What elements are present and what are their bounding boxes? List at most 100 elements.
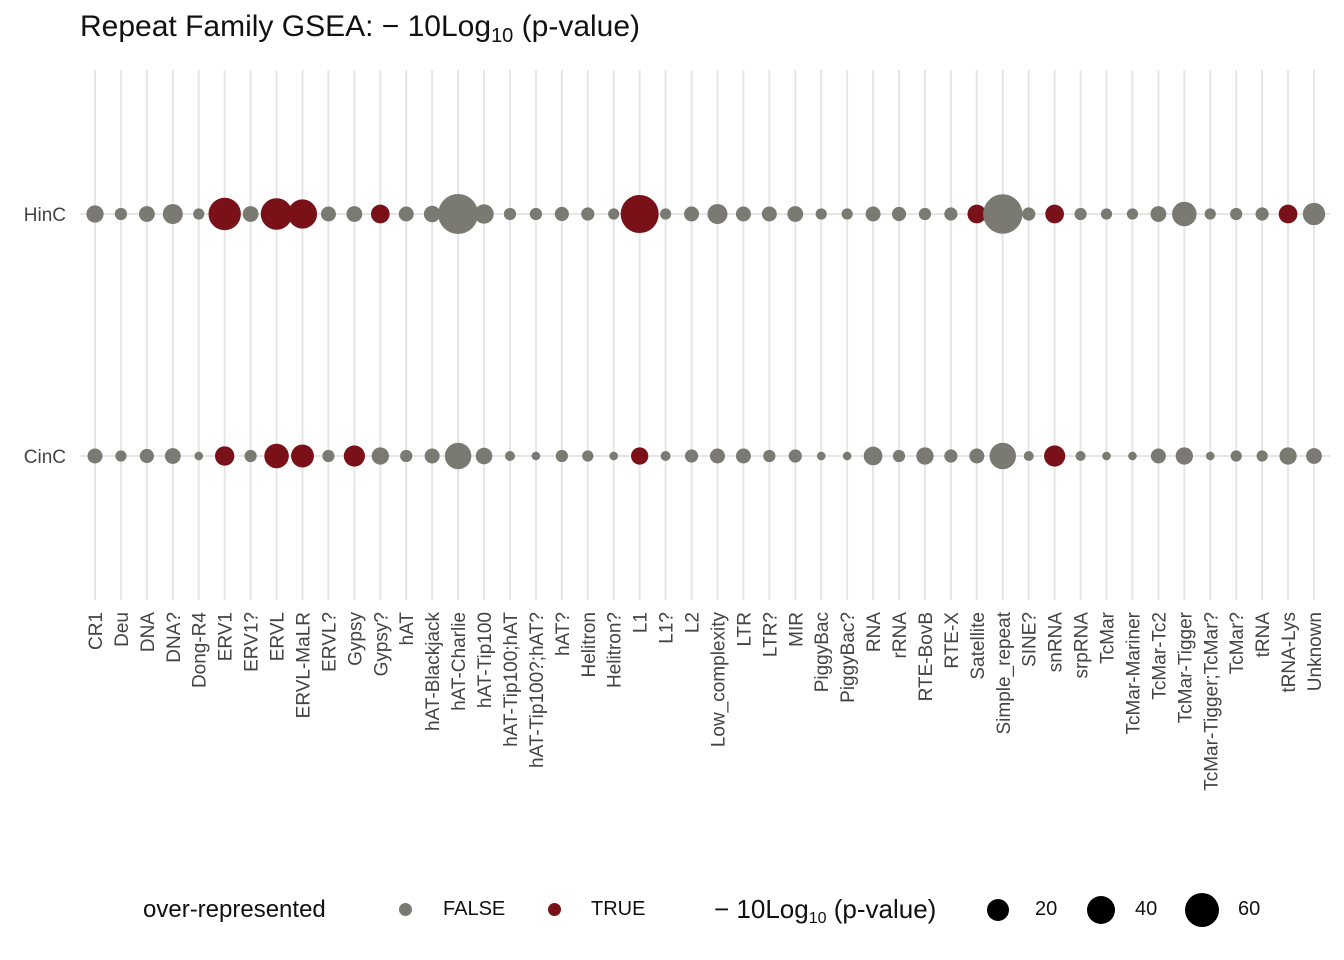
legend-dot-false (399, 903, 412, 916)
x-tick-label: Deu (112, 612, 133, 647)
data-point-cinc (788, 449, 802, 463)
data-point-cinc (531, 451, 541, 461)
data-point-hinc (242, 206, 259, 222)
data-point-cinc (424, 448, 440, 464)
data-point-cinc (164, 448, 181, 464)
x-tick-label: hAT-Tip100?;hAT? (527, 612, 548, 768)
x-tick-label: ERV1 (216, 612, 237, 661)
data-point-hinc (370, 204, 390, 224)
x-tick-label: ERVL? (319, 612, 340, 672)
data-point-hinc (620, 194, 659, 234)
data-point-hinc (891, 206, 907, 222)
data-point-cinc (400, 449, 413, 463)
data-point-cinc (215, 446, 235, 466)
data-point-cinc (582, 450, 594, 462)
x-tick-label: TcMar (1098, 611, 1119, 663)
x-tick-label: Satellite (968, 612, 989, 680)
x-tick-label: L1 (631, 612, 652, 633)
data-point-hinc (1126, 208, 1139, 220)
data-point-hinc (193, 208, 205, 220)
data-point-hinc (735, 206, 751, 222)
data-point-hinc (208, 197, 241, 231)
data-point-cinc (444, 442, 472, 470)
data-point-cinc (139, 448, 154, 464)
data-point-cinc (1256, 450, 1268, 462)
legend-label-true: TRUE (591, 898, 646, 920)
size-legend-label-20: 20 (1035, 898, 1058, 920)
data-point-hinc (1302, 202, 1326, 226)
x-tick-label: Unknown (1305, 612, 1326, 691)
x-tick-label: PiggyBac? (838, 612, 859, 703)
size-legend-dot-40 (1087, 896, 1115, 924)
data-point-cinc (630, 447, 649, 465)
data-point-hinc (660, 208, 672, 220)
x-tick-label: srpRNA (1072, 612, 1093, 679)
data-point-cinc (555, 449, 568, 463)
x-tick-label: SINE? (1020, 612, 1041, 667)
x-tick-label: rRNA (890, 612, 911, 659)
size-legend-dot-60 (1185, 893, 1219, 927)
data-point-cinc (87, 448, 103, 464)
data-point-hinc (86, 205, 104, 223)
data-point-hinc (1255, 207, 1269, 221)
x-tick-label: Gypsy (345, 612, 366, 666)
data-point-hinc (1230, 207, 1243, 221)
data-point-cinc (1044, 445, 1066, 467)
x-tick-label: TcMar-Mariner (1123, 611, 1144, 734)
data-point-cinc (609, 451, 619, 461)
x-tick-label: DNA? (164, 612, 185, 663)
x-tick-label: Simple_repeat (994, 611, 1015, 734)
x-tick-label: PiggyBac (812, 612, 833, 692)
x-tick-label: RTE-X (942, 612, 963, 669)
data-point-hinc (918, 207, 932, 221)
x-tick-label: tRNA (1253, 612, 1274, 658)
data-point-hinc (684, 206, 700, 222)
data-point-hinc (707, 204, 728, 224)
x-tick-label: Low_complexity (708, 612, 729, 748)
data-point-cinc (842, 451, 852, 461)
x-tick-label: CR1 (86, 612, 107, 650)
data-point-cinc (1175, 447, 1193, 465)
x-tick-label: MIR (786, 612, 807, 647)
data-point-cinc (816, 451, 826, 461)
data-point-hinc (608, 208, 620, 220)
x-tick-label: hAT (397, 612, 418, 646)
data-point-hinc (1150, 206, 1167, 222)
x-tick-label: LTR? (760, 612, 781, 657)
data-point-hinc (554, 206, 569, 222)
data-point-hinc (138, 206, 155, 222)
x-tick-label: hAT-Tip100 (475, 612, 496, 708)
data-point-hinc (423, 205, 441, 223)
data-point-hinc (162, 204, 183, 224)
data-point-hinc (1278, 204, 1298, 224)
chart-title: Repeat Family GSEA: − 10Log10 (p-value) (80, 10, 641, 47)
x-tick-label: tRNA-Lys (1279, 612, 1300, 693)
x-tick-label: L2 (683, 612, 704, 633)
data-point-cinc (322, 449, 335, 463)
data-point-cinc (989, 442, 1016, 470)
data-point-cinc (763, 449, 776, 463)
x-tick-label: ERVL (268, 612, 289, 661)
data-point-cinc (660, 451, 671, 461)
data-point-hinc (260, 198, 293, 230)
data-point-cinc (684, 449, 699, 463)
data-point-cinc (291, 444, 314, 468)
data-point-hinc (865, 206, 881, 222)
data-point-hinc (967, 204, 987, 224)
data-point-hinc (944, 207, 958, 221)
data-point-cinc (194, 451, 204, 461)
data-point-hinc (1204, 208, 1216, 220)
data-point-cinc (1230, 450, 1242, 462)
data-point-cinc (1205, 451, 1215, 461)
data-point-hinc (474, 204, 494, 224)
data-point-cinc (892, 449, 906, 463)
size-legend-label-60: 60 (1238, 898, 1261, 920)
x-tick-label: TcMar-Tigger (1175, 611, 1196, 723)
color-legend-title: over-represented (143, 896, 326, 923)
data-point-cinc (944, 449, 958, 463)
data-point-cinc (1128, 451, 1137, 461)
data-point-cinc (343, 445, 365, 467)
size-legend-label-40: 40 (1135, 898, 1158, 920)
x-tick-label: TcMar? (1227, 612, 1248, 674)
data-point-hinc (815, 208, 827, 220)
